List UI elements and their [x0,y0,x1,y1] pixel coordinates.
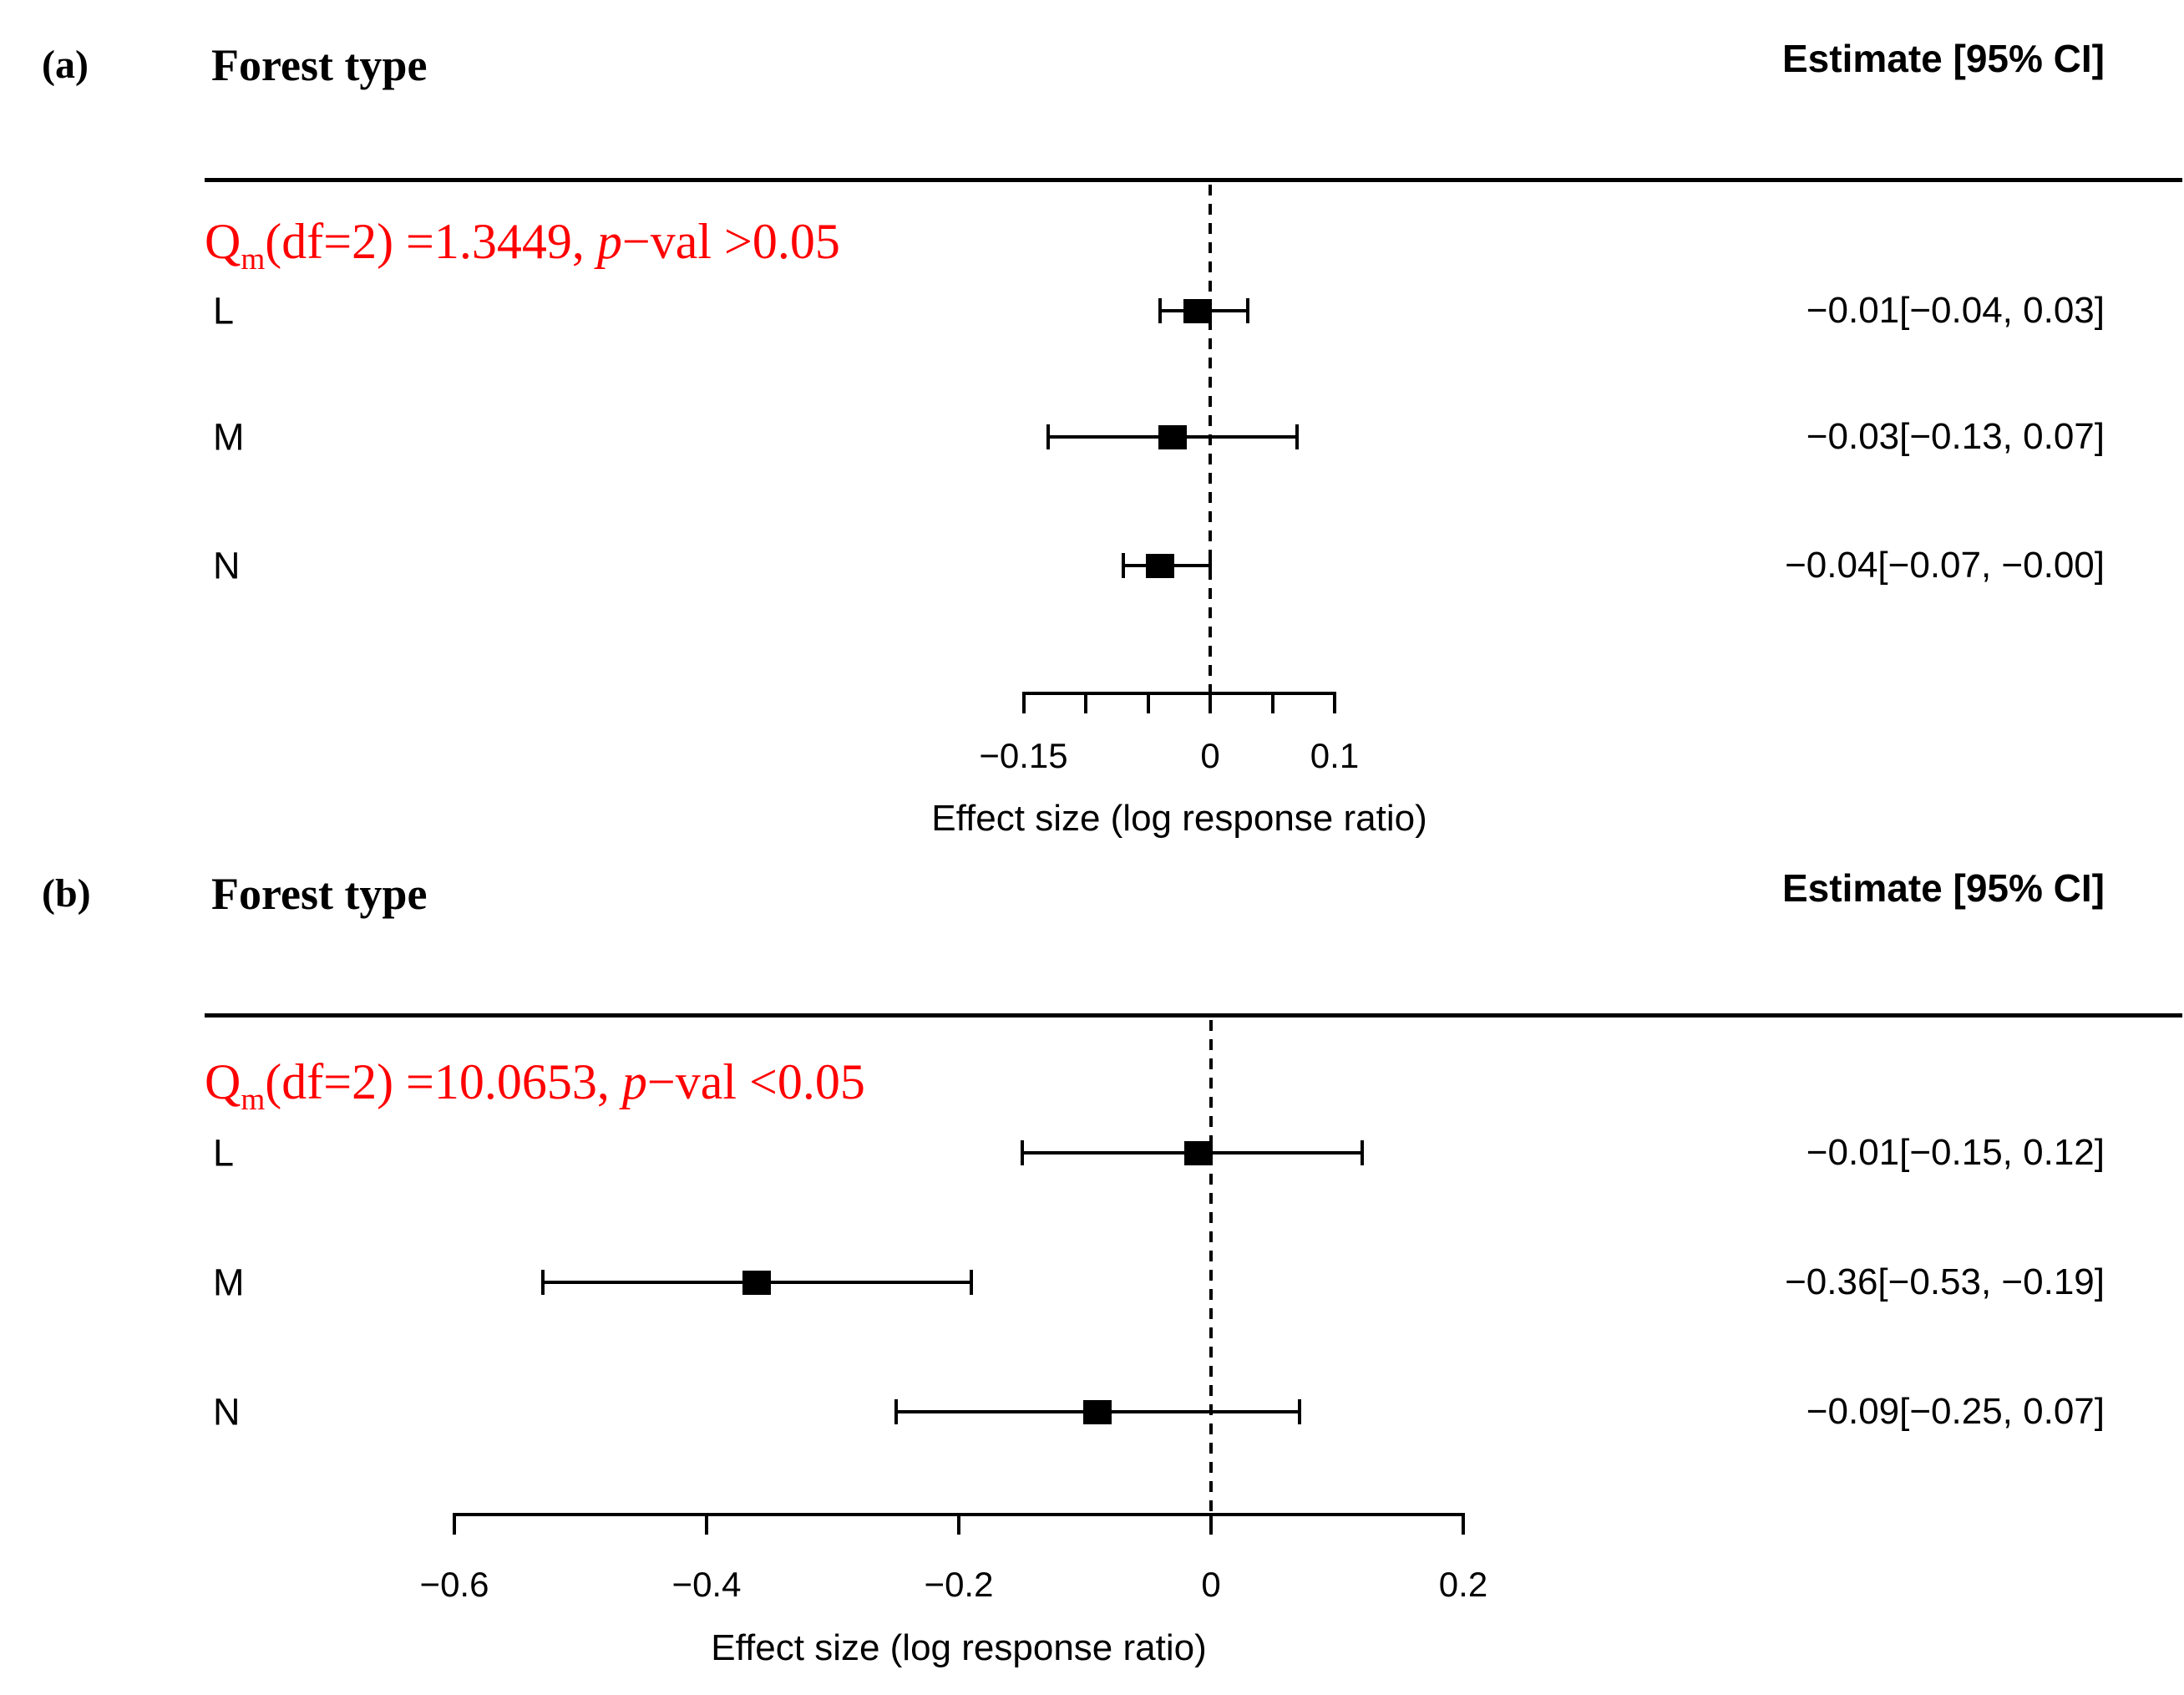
estimate-value: −0.01[−0.15, 0.12] [1806,1132,2105,1173]
ci-cap-right [1297,1399,1301,1424]
ci-cap-right [1245,298,1249,323]
axis-tick [1021,695,1026,713]
axis-tick [1146,695,1150,713]
ci-cap-right [1361,1140,1365,1165]
ci-cap-right [1209,553,1212,578]
panel-b-tag: (b) [42,871,91,916]
qm-subscript: m [241,1083,266,1117]
x-axis-label: Effect size (log response ratio) [711,1627,1207,1668]
x-axis-line [453,1513,1465,1516]
axis-tick [1209,695,1212,713]
ci-cap-left [894,1399,898,1424]
estimate-value: −0.09[−0.25, 0.07] [1806,1391,2105,1432]
axis-tick [1270,695,1274,713]
estimate-square [1183,1141,1213,1165]
estimate-column-header: Estimate [95% CI] [1781,866,2105,910]
qm-p-italic: p [596,214,622,269]
ci-cap-left [1121,553,1125,578]
moderator-test-annotation: Qm(df=2) =10.0653, p−val <0.05 [205,1054,865,1115]
header-separator-line [205,178,2182,182]
qm-p-italic: p [621,1054,647,1109]
qm-base: Q [205,214,241,269]
estimate-value: −0.36[−0.53, −0.19] [1785,1261,2105,1302]
zero-reference-line [1209,1020,1213,1515]
estimate-value: −0.03[−0.13, 0.07] [1806,416,2105,457]
axis-tick [1084,695,1087,713]
row-label-n: N [213,544,241,587]
axis-tick-label: −0.4 [671,1565,742,1604]
estimate-value: −0.04[−0.07, −0.00] [1785,545,2105,586]
estimate-value: −0.01[−0.04, 0.03] [1806,290,2105,331]
axis-tick [705,1516,708,1535]
ci-cap-left [1020,1140,1024,1165]
axis-tick-label: −0.15 [979,736,1068,775]
forest-type-header: Forest type [211,869,428,919]
axis-tick [453,1516,456,1535]
qm-base: Q [205,1054,241,1109]
x-axis-line [1021,692,1336,695]
x-axis-label: Effect size (log response ratio) [931,798,1427,839]
ci-cap-left [1046,424,1051,449]
qm-tail: −val >0.05 [621,214,840,269]
qm-mid: (df=2) =10.0653, [265,1054,622,1109]
row-label-m: M [213,1261,245,1304]
axis-tick-label: 0 [1200,736,1220,775]
estimate-square [742,1271,772,1295]
estimate-square [1146,554,1175,578]
axis-tick-label: 0.2 [1438,1565,1488,1604]
ci-cap-left [540,1270,545,1295]
row-label-l: L [213,1131,235,1175]
estimate-column-header: Estimate [95% CI] [1781,37,2105,80]
axis-tick [1333,695,1336,713]
qm-tail: −val <0.05 [646,1054,865,1109]
row-label-l: L [213,289,235,332]
axis-tick-label: −0.2 [924,1565,994,1604]
qm-mid: (df=2) =1.3449, [265,214,597,269]
estimate-square [1158,425,1188,449]
ci-cap-right [1295,424,1300,449]
header-separator-line [205,1013,2182,1018]
qm-subscript: m [241,242,266,277]
moderator-test-annotation: Qm(df=2) =1.3449, p−val >0.05 [205,214,840,275]
forest-type-header: Forest type [211,40,428,90]
axis-tick-label: 0.1 [1310,736,1360,775]
axis-tick-label: −0.6 [419,1565,489,1604]
estimate-square [1183,299,1213,323]
estimate-square [1083,1400,1112,1424]
axis-tick-label: 0 [1201,1565,1221,1604]
ci-cap-left [1158,298,1163,323]
row-label-m: M [213,415,245,459]
axis-tick [1462,1516,1465,1535]
axis-tick [1209,1516,1213,1535]
panel-a-tag: (a) [42,43,89,87]
row-label-n: N [213,1390,241,1434]
axis-tick [957,1516,960,1535]
ci-cap-right [970,1270,974,1295]
zero-reference-line [1209,185,1212,693]
